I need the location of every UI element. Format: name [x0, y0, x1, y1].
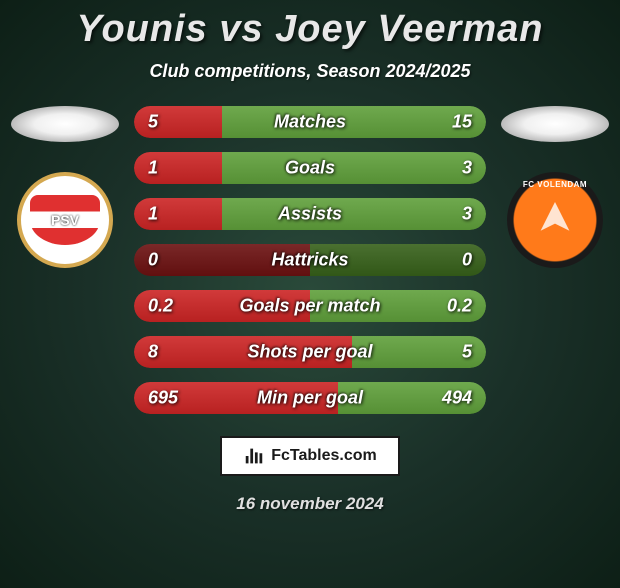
- stat-value-left: 1: [148, 158, 158, 179]
- stat-value-left: 5: [148, 112, 158, 133]
- stat-value-right: 15: [452, 112, 472, 133]
- stat-value-left: 8: [148, 342, 158, 363]
- stat-bar: 1 Assists 3: [134, 198, 486, 230]
- stat-value-left: 695: [148, 388, 178, 409]
- footer-brand-text: FcTables.com: [271, 447, 377, 465]
- stat-bar-right: [222, 152, 486, 184]
- stat-bar: 0.2 Goals per match 0.2: [134, 290, 486, 322]
- stat-value-left: 1: [148, 204, 158, 225]
- right-player-avatar: [501, 106, 609, 142]
- stat-label: Goals per match: [239, 296, 380, 317]
- stat-value-left: 0.2: [148, 296, 173, 317]
- right-club-logo: FC VOLENDAM: [507, 172, 603, 268]
- footer-brand-logo: FcTables.com: [220, 436, 400, 476]
- page-title: Younis vs Joey Veerman: [0, 8, 620, 51]
- stat-bar: 5 Matches 15: [134, 106, 486, 138]
- stat-label: Matches: [274, 112, 346, 133]
- stat-label: Goals: [285, 158, 335, 179]
- stat-value-right: 0.2: [447, 296, 472, 317]
- stat-bar: 695 Min per goal 494: [134, 382, 486, 414]
- stat-bar-right: [222, 106, 486, 138]
- left-player-avatar: [11, 106, 119, 142]
- subtitle: Club competitions, Season 2024/2025: [0, 61, 620, 82]
- stat-value-right: 494: [442, 388, 472, 409]
- left-club-logo: PSV: [17, 172, 113, 268]
- left-player-col: PSV: [6, 106, 124, 268]
- stat-bar: 1 Goals 3: [134, 152, 486, 184]
- stat-bar: 8 Shots per goal 5: [134, 336, 486, 368]
- stat-label: Min per goal: [257, 388, 363, 409]
- footer-date: 16 november 2024: [0, 494, 620, 514]
- stat-bar: 0 Hattricks 0: [134, 244, 486, 276]
- stat-label: Assists: [278, 204, 342, 225]
- stat-value-left: 0: [148, 250, 158, 271]
- stat-value-right: 5: [462, 342, 472, 363]
- stat-value-right: 3: [462, 204, 472, 225]
- right-player-col: FC VOLENDAM: [496, 106, 614, 268]
- psv-badge-text: PSV: [30, 195, 100, 245]
- stat-value-right: 3: [462, 158, 472, 179]
- stats-column: 5 Matches 15 1 Goals 3 1 Assists 3 0 Hattricks 0 0.2…: [124, 106, 496, 414]
- stat-label: Shots per goal: [247, 342, 372, 363]
- stat-bar-right: [222, 198, 486, 230]
- stat-value-right: 0: [462, 250, 472, 271]
- volendam-badge-text: FC VOLENDAM: [523, 180, 587, 189]
- comparison-row: PSV 5 Matches 15 1 Goals 3 1 Assists 3 0 Hattricks…: [0, 106, 620, 414]
- chart-icon: [243, 445, 265, 467]
- stat-label: Hattricks: [271, 250, 348, 271]
